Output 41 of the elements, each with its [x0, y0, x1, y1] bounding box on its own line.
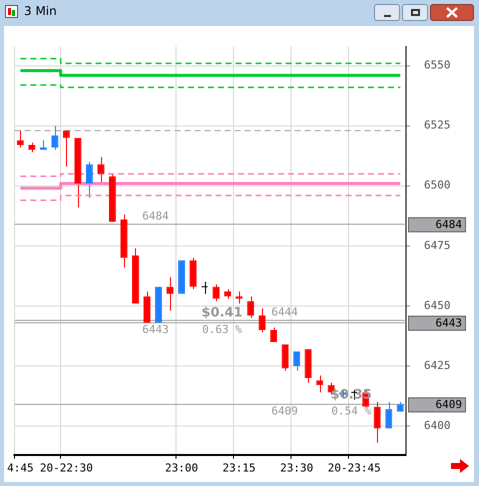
candlestick [293, 351, 300, 372]
chart-title: 3 Min [24, 4, 57, 18]
text: 6484 [436, 218, 462, 232]
candlestick [166, 276, 174, 312]
annotation: $0.41 [201, 306, 243, 321]
candlestick [86, 161, 93, 198]
x-tick-label: 23:00 [164, 461, 198, 474]
x-tick-label: 20-23:45 [328, 461, 381, 474]
text: 6443 [436, 316, 462, 330]
candlestick [247, 296, 254, 318]
ref-line-label: 6444 [271, 306, 298, 319]
y-tick-label: 6475 [424, 238, 450, 252]
annotation: 0.54 % [331, 404, 372, 418]
y-tick-label: 6400 [424, 418, 450, 432]
candlestick [385, 401, 392, 429]
x-tick-label: 23:15 [222, 461, 256, 474]
candlestick [16, 130, 24, 148]
ref-line-label: 6409 [271, 404, 298, 418]
ref-line-label: 6484 [142, 210, 170, 223]
y-tick-label: 6525 [424, 118, 450, 132]
y-tick-label: 6425 [424, 358, 450, 372]
candlestick [224, 288, 232, 300]
candlestick [258, 308, 266, 333]
candlestick [28, 142, 36, 153]
candlestick [270, 327, 278, 342]
candlestick [282, 344, 289, 372]
annotation: 0.63 % [202, 323, 242, 336]
x-tick-label: 20-22:30 [40, 461, 93, 474]
candlestick [62, 130, 70, 168]
y-tick-label: 6450 [424, 298, 450, 312]
candlestick [201, 281, 208, 294]
text: 6409 [436, 398, 462, 412]
x-tick-label: 4:45 [7, 461, 34, 474]
y-tick-label: 6550 [424, 58, 450, 72]
x-tick-label: 23:30 [280, 461, 314, 474]
candlestick [212, 284, 220, 302]
ref-line-label: 6443 [142, 323, 169, 336]
y-tick-label: 6500 [424, 178, 450, 192]
candlestick [316, 375, 324, 393]
candlestick [51, 125, 58, 150]
candlestick [374, 401, 381, 444]
